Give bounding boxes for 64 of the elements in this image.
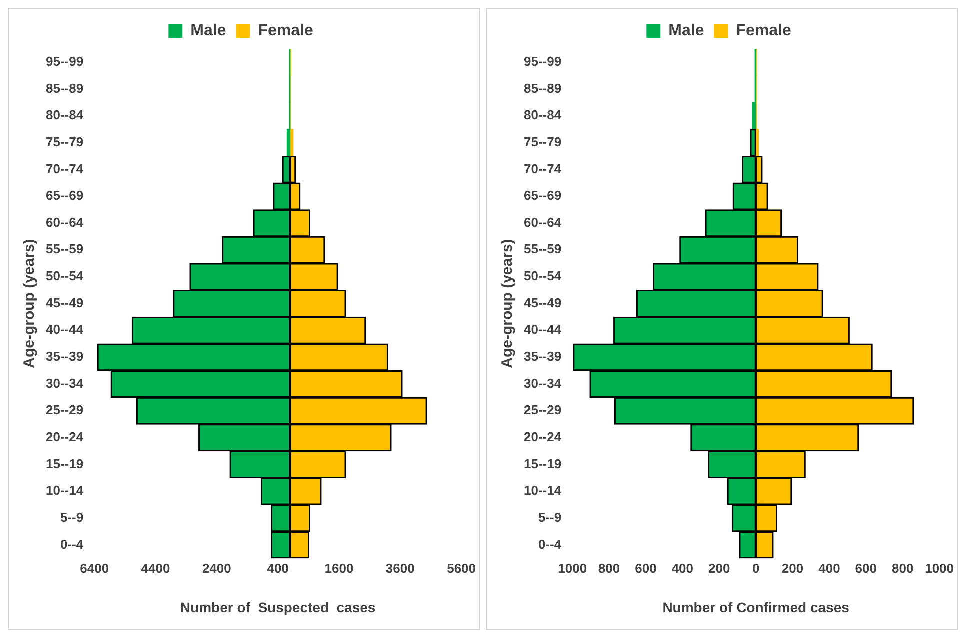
x-tick-label: 0 xyxy=(752,560,760,576)
y-tick-label: 60--64 xyxy=(46,214,84,230)
y-tick-label: 25--29 xyxy=(524,402,562,418)
y-tick-label: 50--54 xyxy=(46,268,84,284)
y-tick-label: 20--24 xyxy=(46,429,84,444)
x-tick-label: 400 xyxy=(267,560,289,576)
x-tick-label: 200 xyxy=(782,560,804,576)
x-tick-label: 1000 xyxy=(925,560,954,576)
y-tick-label: 50--54 xyxy=(524,268,562,284)
x-tick-label: 800 xyxy=(598,560,620,576)
x-tick-label: 1600 xyxy=(324,560,354,576)
x-axis-title: Number of Confirmed cases xyxy=(662,599,850,616)
x-tick-label: 400 xyxy=(818,560,840,576)
y-tick-label: 35--39 xyxy=(524,349,562,364)
y-tick-label: 65--69 xyxy=(524,188,562,204)
y-tick-label: 95--99 xyxy=(524,54,562,69)
x-tick-label: 3600 xyxy=(386,560,415,576)
x-tick-label: 600 xyxy=(635,560,657,576)
y-tick-label: 30--34 xyxy=(46,376,84,391)
y-tick-label: 55--59 xyxy=(524,242,562,257)
legend-label: Male xyxy=(190,22,226,40)
y-tick-label: 5--9 xyxy=(538,510,562,525)
y-tick-label: 30--34 xyxy=(524,376,562,391)
y-tick-label: 70--74 xyxy=(524,161,562,176)
x-tick-label: 200 xyxy=(708,560,730,576)
y-tick-label: 45--49 xyxy=(524,295,562,310)
x-tick-label: 1000 xyxy=(558,560,588,576)
y-tick-label: 55--59 xyxy=(46,242,84,257)
x-tick-label: 6400 xyxy=(80,560,110,576)
y-tick-label: 20--24 xyxy=(524,429,562,444)
y-tick-label: 35--39 xyxy=(46,349,84,364)
y-tick-label: 45--49 xyxy=(46,295,84,310)
y-tick-label: 80--84 xyxy=(46,108,84,123)
y-tick-label: 25--29 xyxy=(46,402,84,418)
y-axis-title: Age-group (years) xyxy=(21,239,38,368)
y-axis-title: Age-group (years) xyxy=(499,239,516,368)
y-tick-label: 0--4 xyxy=(60,536,84,552)
y-tick-label: 5--9 xyxy=(60,510,84,525)
x-tick-label: 5600 xyxy=(447,560,476,576)
y-tick-label: 95--99 xyxy=(46,54,84,69)
y-tick-label: 40--44 xyxy=(46,322,84,338)
x-tick-label: 4400 xyxy=(141,560,170,576)
legend-label: Female xyxy=(258,22,314,40)
y-tick-label: 85--89 xyxy=(46,80,84,96)
y-tick-label: 85--89 xyxy=(524,80,562,96)
y-tick-label: 80--84 xyxy=(524,108,562,123)
x-tick-label: 2400 xyxy=(202,560,232,576)
legend-label: Female xyxy=(736,22,792,40)
y-tick-label: 75--79 xyxy=(524,134,562,150)
legend-label: Male xyxy=(668,22,704,40)
y-tick-label: 10--14 xyxy=(46,483,84,498)
y-tick-label: 15--19 xyxy=(524,456,562,472)
y-tick-label: 60--64 xyxy=(524,214,562,230)
x-tick-label: 400 xyxy=(672,560,694,576)
y-tick-label: 40--44 xyxy=(524,322,562,338)
y-tick-label: 15--19 xyxy=(46,456,84,472)
y-tick-label: 0--4 xyxy=(538,536,562,552)
x-tick-label: 800 xyxy=(892,560,914,576)
y-tick-label: 65--69 xyxy=(46,188,84,204)
y-tick-label: 10--14 xyxy=(524,483,562,498)
y-tick-label: 70--74 xyxy=(46,161,84,176)
x-axis-title: Number of Suspected cases xyxy=(180,599,376,616)
x-tick-label: 600 xyxy=(855,560,877,576)
y-tick-label: 75--79 xyxy=(46,134,84,150)
